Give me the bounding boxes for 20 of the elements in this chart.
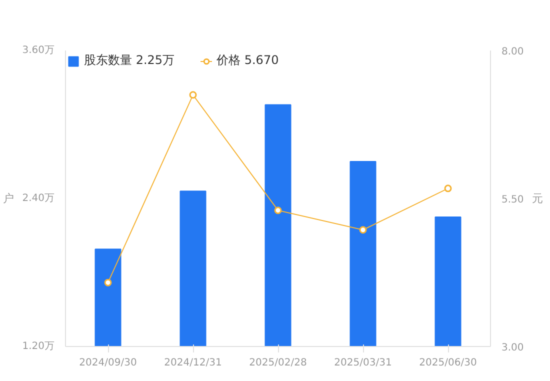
y2-tick-label: 5.50 [502,194,524,206]
y2-tick-label: 8.00 [502,46,524,58]
x-tick-label: 2025/02/28 [249,358,307,368]
y-axis-title: 户 [3,192,14,205]
x-tick-label: 2024/09/30 [79,358,137,368]
y-tick-label: 1.20万 [22,341,54,352]
y-tick-label: 3.60万 [22,45,54,56]
point [444,184,452,192]
y2-axis-title: 元 [532,192,543,205]
point [189,91,197,99]
point [104,278,112,286]
x-tick-label: 2025/03/31 [334,358,392,368]
y2-tick-label: 3.00 [502,342,524,354]
x-tick-label: 2024/12/31 [164,358,222,368]
point [359,226,367,234]
x-tick-label: 2025/06/30 [419,358,477,368]
legend-label: 价格 5.670 [216,52,279,69]
legend-label: 股东数量 2.25万 [84,52,175,69]
point [274,206,282,214]
y-tick-label: 2.40万 [22,193,54,204]
